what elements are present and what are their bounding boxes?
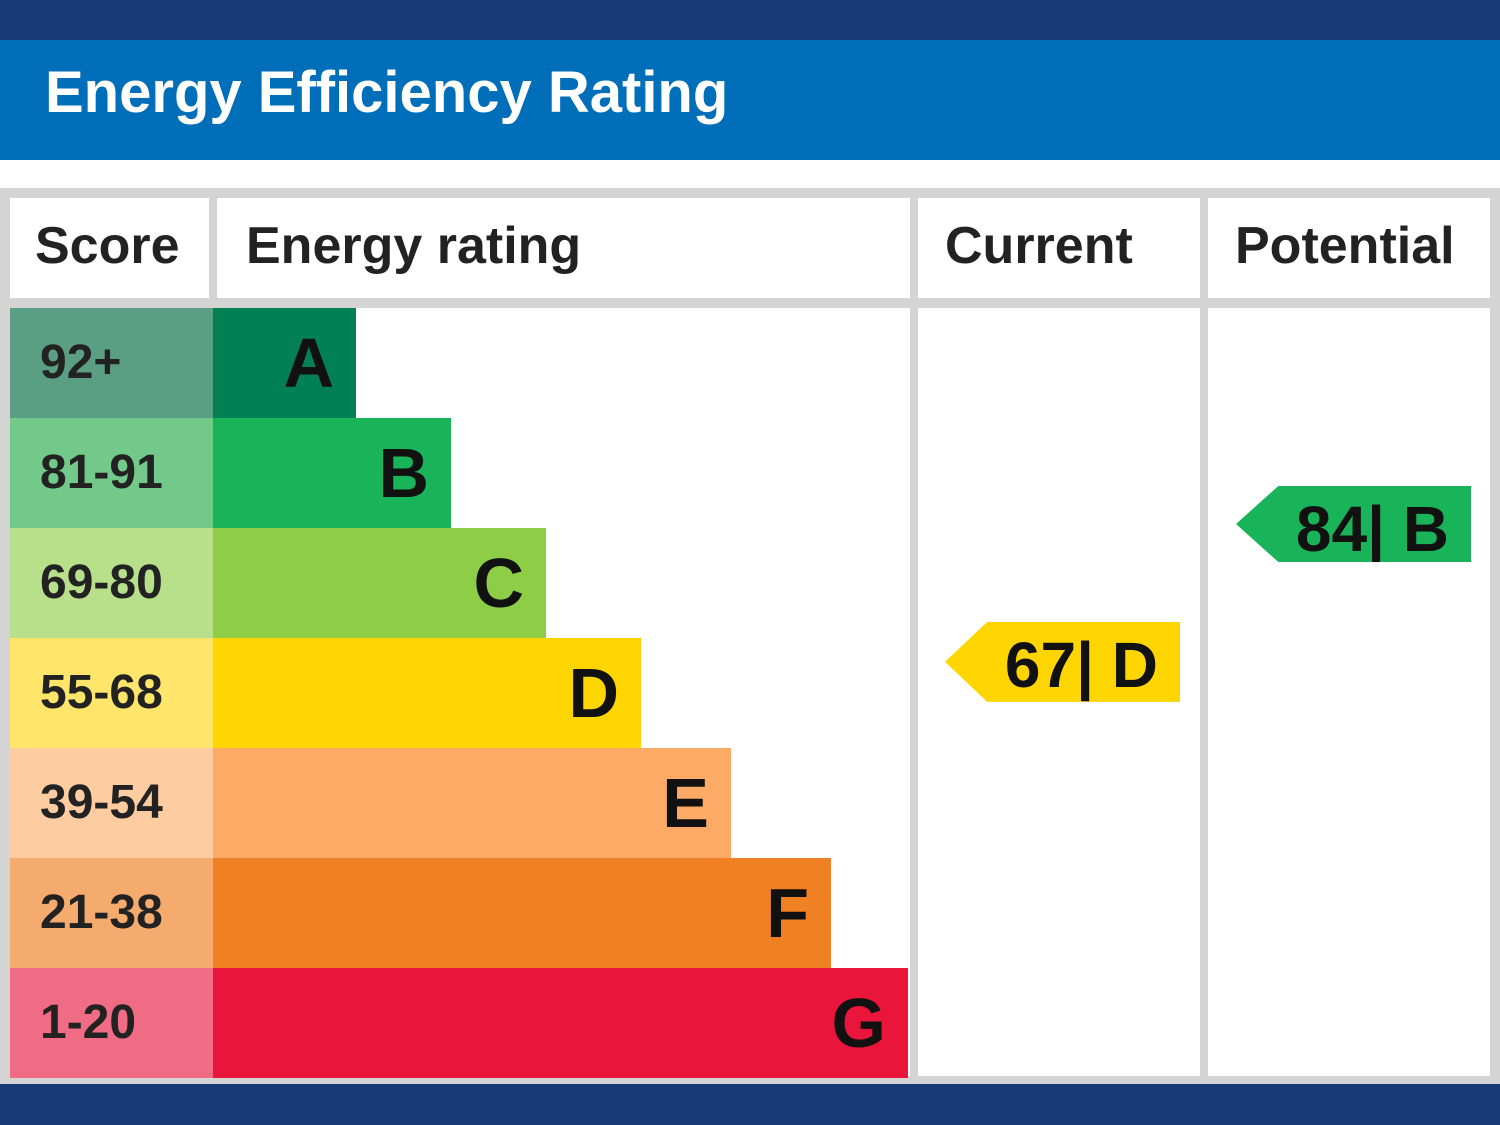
score-cell: 69-80 xyxy=(10,528,213,638)
rating-letter: A xyxy=(283,324,334,402)
score-range: 81-91 xyxy=(40,446,163,499)
potential-column xyxy=(1208,308,1490,1076)
score-range: 21-38 xyxy=(40,886,163,939)
score-header-cell xyxy=(10,198,209,298)
score-cell: 92+ xyxy=(10,308,213,418)
top-border-band xyxy=(0,0,1500,40)
energy-rating-header-cell xyxy=(217,198,910,298)
potential-header: Potential xyxy=(1235,217,1455,275)
rating-bar-g: G xyxy=(213,968,908,1078)
rating-bar-e: E xyxy=(213,748,731,858)
rating-letter: D xyxy=(568,654,619,732)
energy-rating-header: Energy rating xyxy=(246,217,582,275)
rating-letter: C xyxy=(473,544,524,622)
rating-bar-b: B xyxy=(213,418,451,528)
rating-letter: G xyxy=(831,984,886,1062)
score-range: 92+ xyxy=(40,336,122,389)
rating-letter: B xyxy=(378,434,429,512)
current-header: Current xyxy=(945,217,1133,275)
score-range: 69-80 xyxy=(40,556,163,609)
rating-letter: E xyxy=(662,764,709,842)
current-header-cell xyxy=(918,198,1200,298)
bottom-border-band xyxy=(0,1084,1500,1125)
score-range: 55-68 xyxy=(40,666,163,719)
score-cell: 39-54 xyxy=(10,748,213,858)
potential-header-cell xyxy=(1208,198,1490,298)
rating-bar-d: D xyxy=(213,638,641,748)
score-cell: 21-38 xyxy=(10,858,213,968)
score-cell: 81-91 xyxy=(10,418,213,528)
rating-bar-c: C xyxy=(213,528,546,638)
title-gap xyxy=(0,160,1500,188)
score-range: 39-54 xyxy=(40,776,163,829)
page-title: Energy Efficiency Rating xyxy=(45,60,729,125)
rating-letter: F xyxy=(766,874,809,952)
potential-rating-arrow: 84| B xyxy=(1236,486,1471,562)
score-range: 1-20 xyxy=(40,996,137,1049)
score-cell: 55-68 xyxy=(10,638,213,748)
rating-bar-a: A xyxy=(213,308,356,418)
current-rating-label: 67| D xyxy=(1004,628,1158,701)
potential-rating-label: 84| B xyxy=(1295,493,1449,565)
rating-bar-f: F xyxy=(213,858,831,968)
score-header: Score xyxy=(35,217,180,275)
score-cell: 1-20 xyxy=(10,968,213,1078)
current-rating-arrow: 67| D xyxy=(945,621,1180,702)
title-bar xyxy=(0,40,1500,160)
